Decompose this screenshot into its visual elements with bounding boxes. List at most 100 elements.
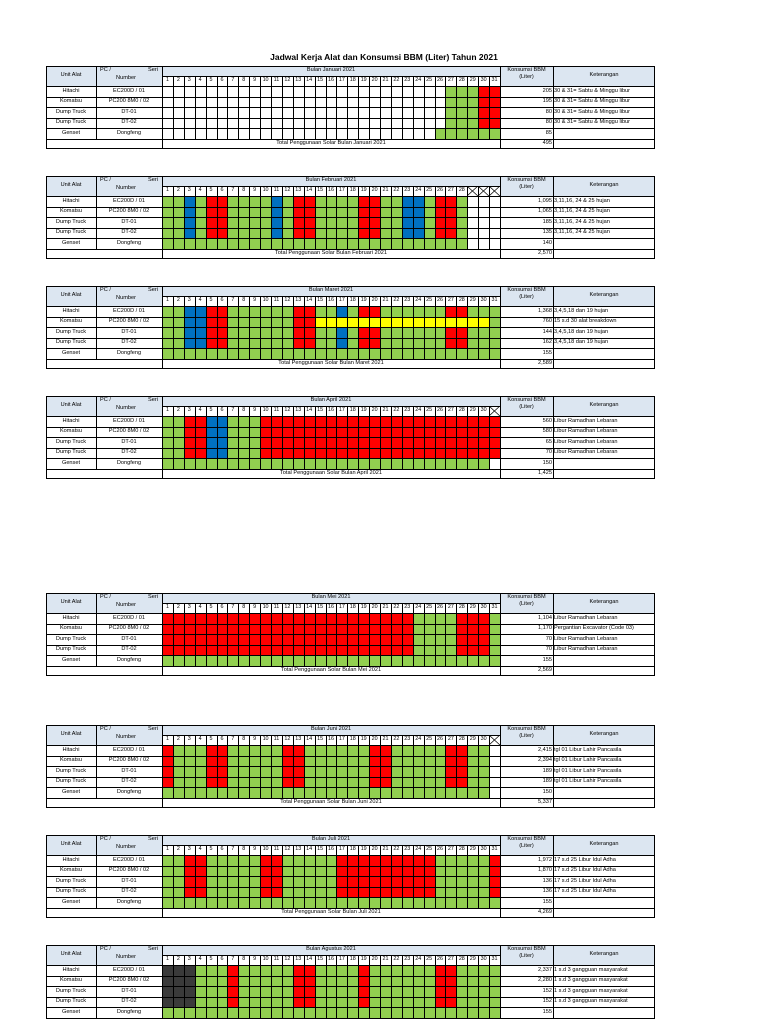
day-number: 23 [404, 736, 411, 742]
day-cell [227, 613, 239, 624]
day-cell [423, 196, 435, 207]
unit-name: Dump Truck [55, 108, 87, 115]
keterangan-text: tgl 01 Libur Lahir Pancasila [554, 778, 622, 785]
day-cell [194, 855, 206, 866]
day-cell [205, 196, 217, 207]
day-number: 13 [295, 956, 302, 962]
seri-number: Dongfeng [116, 239, 142, 246]
day-cell [369, 865, 381, 877]
day-cell [216, 876, 228, 887]
day-cell [194, 644, 206, 656]
day-cell [303, 1007, 315, 1018]
month-block: Unit Alat PC / Seri Number Bulan Februari 20… [46, 176, 655, 259]
day-cell [478, 196, 490, 207]
grid-line-v [478, 76, 480, 86]
day-cell [238, 238, 250, 249]
day-cell [412, 986, 424, 997]
day-cell [489, 965, 500, 976]
day-cell [281, 86, 293, 97]
grid-line-v [445, 735, 447, 745]
day-cell [183, 337, 195, 349]
day-cell [369, 306, 381, 317]
day-cell [260, 986, 272, 997]
day-cell [467, 634, 479, 645]
day-cell [183, 458, 195, 469]
seri-number: PC200 8M0 / 02 [108, 625, 150, 632]
konsumsi-value: 1,870 [538, 867, 552, 874]
grid-line-v [336, 955, 338, 965]
grid-line-h [46, 745, 655, 746]
grid-line-v [434, 955, 436, 965]
day-cell [325, 634, 337, 645]
header-fill-konsumsi [500, 66, 553, 86]
day-cell [423, 965, 435, 976]
day-cell [390, 316, 402, 328]
day-cell [423, 623, 435, 635]
grid-line-v [380, 603, 382, 613]
day-cell [303, 206, 315, 218]
day-cell [347, 886, 359, 898]
day-cell [380, 117, 391, 129]
day-cell [303, 897, 315, 908]
day-cell [238, 447, 250, 459]
day-cell [380, 227, 391, 239]
day-number: 4 [198, 846, 202, 852]
day-cell [456, 447, 468, 459]
header-liter: (Liter) [519, 601, 534, 607]
day-cell [216, 196, 228, 207]
day-cell [336, 227, 348, 239]
day-number: 22 [393, 846, 400, 852]
day-number: 26 [437, 846, 444, 852]
day-cell [238, 876, 250, 887]
day-cell [390, 416, 402, 427]
grid-line-v [249, 845, 251, 855]
grid-line-v [390, 76, 392, 86]
day-cell [347, 86, 359, 97]
day-cell [423, 644, 435, 656]
header-fill-keterangan [553, 176, 655, 196]
day-cell [467, 745, 479, 756]
day-cell [271, 613, 282, 624]
keterangan-text: 3,4,5,18 dan 19 hujan [554, 339, 609, 346]
grid-line-v [325, 735, 327, 745]
day-cell [467, 996, 479, 1008]
day-cell [194, 745, 206, 756]
day-cell [412, 327, 424, 338]
day-cell [271, 755, 282, 767]
day-cell [380, 437, 391, 448]
grid-line-v [478, 186, 480, 196]
day-cell [390, 206, 402, 218]
day-cell [303, 416, 315, 427]
day-cell [489, 897, 500, 908]
day-cell [271, 447, 282, 459]
day-cell [489, 96, 500, 108]
day-cell [162, 623, 173, 635]
day-cell [205, 206, 217, 218]
keterangan-text: Libur Ramadhan Lebaran [554, 449, 618, 456]
day-number: 10 [262, 187, 269, 193]
day-cell [314, 96, 326, 108]
day-cell [271, 644, 282, 656]
day-cell [249, 196, 261, 207]
day-cell [162, 238, 173, 249]
day-cell [478, 117, 490, 129]
day-cell [380, 996, 391, 1008]
day-cell [292, 426, 304, 438]
keterangan-text: 1 s.d 3 gangguan masyarakat [554, 987, 628, 994]
day-cell [271, 886, 282, 898]
day-cell [358, 634, 370, 645]
grid-line-v [172, 186, 174, 196]
day-cell [238, 996, 250, 1008]
day-cell [216, 227, 228, 239]
day-number: 23 [404, 604, 411, 610]
grid-line-v [553, 286, 554, 368]
day-cell [478, 107, 490, 118]
day-cell [249, 86, 261, 97]
day-number: 20 [371, 407, 378, 413]
day-cell [314, 986, 326, 997]
grid-line-v [96, 396, 97, 469]
day-number: 16 [327, 407, 334, 413]
month-block: Unit Alat PC / Seri Number Bulan Juli 2021 Ko… [46, 835, 655, 918]
day-cell [172, 613, 184, 624]
day-cell [314, 1007, 326, 1018]
